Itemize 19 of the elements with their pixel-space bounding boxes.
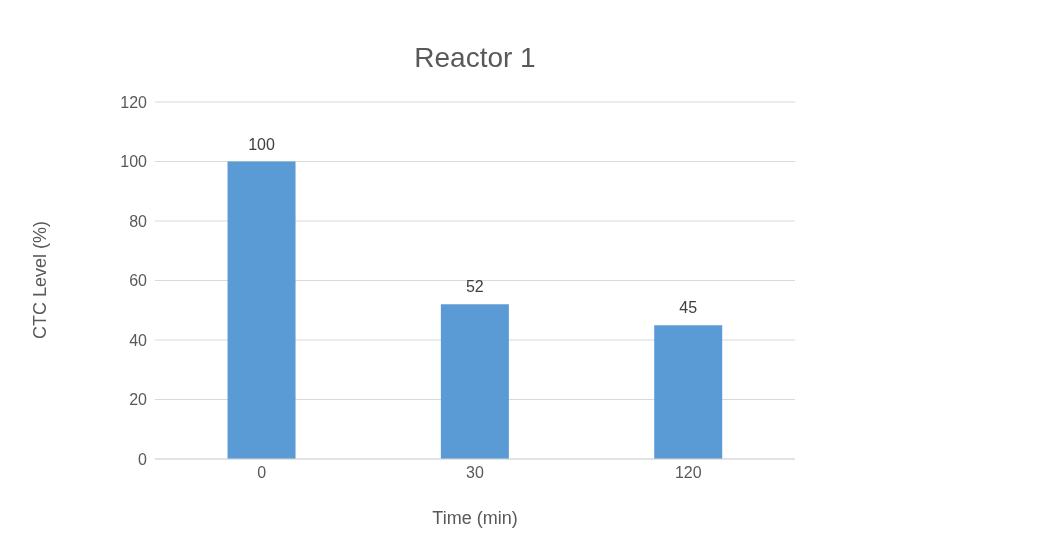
y-tick-label: 120: [120, 93, 148, 111]
data-label: 100: [248, 135, 275, 153]
bar: [654, 325, 723, 459]
x-axis-title: Time (min): [431, 508, 519, 529]
bar: [440, 304, 509, 459]
x-tick-label: 120: [674, 464, 702, 482]
data-label: 52: [465, 278, 484, 296]
x-tick-label: 30: [466, 464, 484, 482]
y-tick-label: 60: [129, 272, 148, 290]
y-tick-label: 20: [129, 391, 148, 409]
y-axis-title: CTC Level (%): [29, 220, 51, 340]
bar: [227, 161, 296, 459]
y-tick-label: 100: [120, 153, 148, 171]
chart-title: Reactor 1: [413, 42, 537, 74]
y-tick-label: 40: [129, 331, 148, 349]
y-tick-label: 0: [138, 450, 148, 468]
data-label: 45: [679, 299, 698, 317]
y-tick-label: 80: [129, 212, 148, 230]
x-tick-label: 0: [257, 464, 267, 482]
